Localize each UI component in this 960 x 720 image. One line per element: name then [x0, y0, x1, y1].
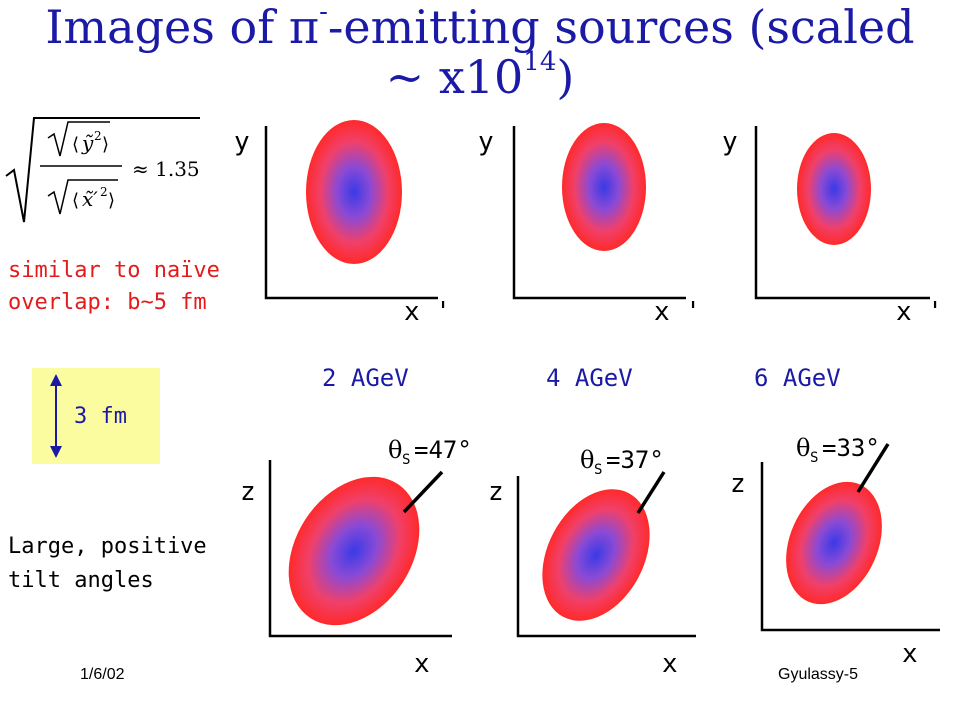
- theta-subscript-3: S: [810, 450, 818, 466]
- axis-x-label-1: x: [414, 649, 430, 679]
- top-axes-1: [264, 126, 438, 300]
- angle-close-2: ⟩: [108, 190, 115, 211]
- x-square: 2: [100, 185, 108, 199]
- title-sup-minus: -: [319, 0, 328, 27]
- top-axes-3: [754, 126, 930, 300]
- tilt-indicator-1: [402, 470, 444, 514]
- footer-author: Gyulassy-5: [778, 666, 859, 683]
- ratio-formula: ⟨ ỹ 2 ⟩ ⟨ x̃′ 2 ⟩ ≈ 1.35: [5, 117, 200, 223]
- tilt-angle-value-1: =47°: [414, 436, 472, 464]
- approx-value: ≈ 1.35: [132, 157, 200, 181]
- bottom-axes-1: [268, 460, 452, 638]
- theta-subscript-2: S: [594, 462, 602, 478]
- scale-label: 3 fm: [74, 404, 127, 429]
- source-xz-1: [288, 476, 420, 626]
- axis-x-label-2: x: [662, 649, 678, 679]
- theta-symbol-1: θ: [388, 436, 402, 464]
- title-part-2: -emitting sources (scaled ~ x10: [327, 0, 915, 104]
- theta-symbol-3: θ: [796, 434, 810, 462]
- axis-xprime-label-1: x ': [404, 297, 451, 327]
- angle-open-1: ⟨: [72, 134, 79, 155]
- note-tilt-line1: Large, positive: [8, 534, 207, 559]
- title-sup-14: 14: [523, 47, 557, 77]
- note-overlap-line2: overlap: b~5 fm: [8, 290, 207, 315]
- axis-xprime-label-2: x ': [654, 297, 701, 327]
- note-tilt-line2: tilt angles: [8, 568, 154, 593]
- tilt-angle-value-2: =37°: [606, 446, 664, 474]
- axis-y-label-2: y: [478, 127, 494, 157]
- source-xy-1: [306, 120, 402, 264]
- energy-label-4: 4 AGeV: [546, 364, 633, 392]
- tilt-angle-value-3: =33°: [822, 434, 880, 462]
- theta-subscript-1: S: [402, 452, 410, 468]
- title-part-1: Images of π: [45, 0, 320, 54]
- y-square: 2: [94, 129, 102, 143]
- radical-sign: [5, 117, 200, 223]
- note-overlap-line1: similar to naïve: [8, 258, 220, 283]
- axis-y-label-3: y: [722, 127, 738, 157]
- tilt-indicator-3: [856, 443, 890, 493]
- scale-arrow: [50, 374, 62, 458]
- theta-symbol-2: θ: [580, 446, 594, 474]
- source-xy-2: [562, 123, 646, 251]
- axis-z-label-2: z: [488, 477, 504, 507]
- axis-xprime-label-3: x ': [896, 297, 943, 327]
- angle-close-1: ⟩: [102, 134, 109, 155]
- angle-open-2: ⟨: [72, 190, 79, 211]
- bottom-axes-2: [516, 476, 696, 638]
- axis-x-label-3: x: [902, 639, 918, 669]
- axis-y-label-1: y: [234, 127, 250, 157]
- footer-date: 1/6/02: [80, 666, 125, 683]
- sqrt-denominator: [47, 179, 118, 215]
- source-xz-3: [786, 481, 882, 605]
- energy-label-6: 6 AGeV: [754, 364, 841, 392]
- axis-z-label-3: z: [730, 469, 746, 499]
- source-xy-3: [797, 133, 871, 245]
- title-part-3: ): [556, 50, 575, 104]
- bottom-axes-3: [760, 462, 940, 632]
- y-tilde: ỹ: [81, 131, 94, 155]
- slide-title: Images of π--emitting sources (scaled ~ …: [40, 0, 920, 104]
- x-prime-tilde: x̃′: [82, 187, 98, 211]
- energy-label-2: 2 AGeV: [322, 364, 409, 392]
- sqrt-numerator: [47, 121, 110, 157]
- top-axes-2: [512, 126, 686, 300]
- source-xz-2: [542, 489, 650, 621]
- axis-z-label-1: z: [240, 477, 256, 507]
- tilt-indicator-2: [636, 471, 666, 514]
